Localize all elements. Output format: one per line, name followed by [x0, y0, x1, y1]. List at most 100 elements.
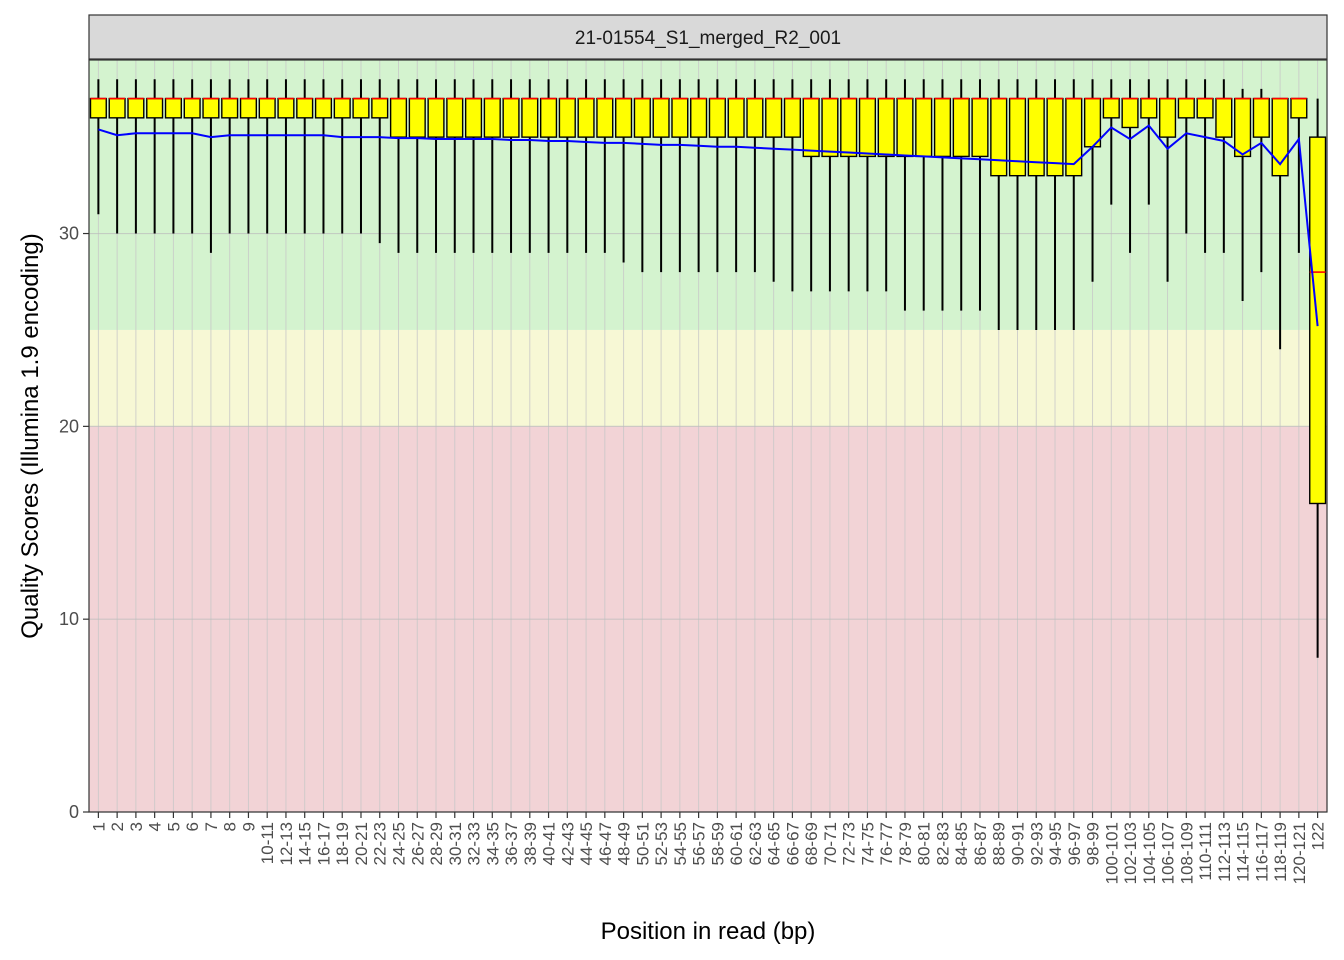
x-tick-label: 60-61	[727, 822, 746, 865]
quartile-box	[821, 97, 839, 158]
facet-title: 21-01554_S1_merged_R2_001	[575, 28, 841, 49]
quartile-box	[1215, 97, 1233, 138]
x-tick-label: 38-39	[521, 822, 540, 865]
x-tick-label: 68-69	[802, 822, 821, 865]
quartile-box	[990, 97, 1008, 177]
x-axis-title: Position in read (bp)	[601, 918, 816, 945]
x-tick-label: 3	[127, 822, 146, 831]
x-tick-label: 106-107	[1159, 822, 1178, 884]
x-tick-label: 40-41	[540, 822, 559, 865]
quartile-box	[258, 97, 276, 119]
x-tick-label: 26-27	[408, 822, 427, 865]
x-tick-label: 96-97	[1065, 822, 1084, 865]
x-tick-label: 58-59	[708, 822, 727, 865]
quartile-box	[221, 97, 239, 119]
quartile-box	[652, 97, 670, 138]
x-tick-label: 7	[202, 822, 221, 831]
quartile-box	[521, 97, 539, 138]
y-axis-ticks: 0 10 20 30	[59, 224, 89, 822]
x-tick-label: 5	[164, 822, 183, 831]
x-tick-label: 98-99	[1084, 822, 1103, 865]
quartile-box	[239, 97, 258, 119]
quartile-box	[371, 97, 389, 119]
quartile-box	[539, 97, 558, 138]
x-tick-label: 104-105	[1140, 822, 1159, 884]
quartile-box	[1158, 97, 1177, 138]
quartile-box	[127, 97, 145, 119]
x-tick-label: 86-87	[971, 822, 990, 865]
x-tick-label: 100-101	[1102, 822, 1121, 884]
quartile-box	[765, 97, 783, 138]
quartile-box	[1252, 97, 1270, 138]
quartile-box	[896, 97, 914, 158]
quartile-box	[89, 97, 107, 119]
x-tick-label: 28-29	[427, 822, 446, 865]
quartile-box	[389, 97, 408, 138]
x-tick-label: 16-17	[314, 822, 333, 865]
quartile-box	[615, 97, 633, 138]
x-tick-label: 18-19	[333, 822, 352, 865]
x-tick-label: 22-23	[371, 822, 390, 865]
x-tick-label: 10-11	[258, 822, 277, 864]
x-tick-label: 8	[221, 822, 240, 831]
x-tick-label: 78-79	[896, 822, 915, 865]
y-axis-title: Quality Scores (Illumina 1.9 encoding)	[17, 233, 44, 639]
x-tick-label: 92-93	[1027, 822, 1046, 865]
quartile-box	[464, 97, 483, 138]
x-tick-label: 90-91	[1009, 822, 1028, 865]
quartile-box	[1008, 97, 1027, 177]
quartile-box	[877, 97, 895, 158]
quartile-box	[202, 97, 220, 119]
quartile-box	[333, 97, 351, 119]
x-tick-label: 56-57	[690, 822, 709, 865]
quartile-box	[915, 97, 933, 158]
quartile-box	[690, 97, 708, 138]
quartile-box	[952, 97, 970, 158]
x-tick-label: 114-115	[1234, 822, 1253, 882]
quartile-box	[596, 97, 614, 138]
quartile-box	[408, 97, 426, 138]
quartile-box	[971, 97, 989, 158]
x-tick-label: 112-113	[1215, 822, 1234, 882]
y-tick-label: 30	[59, 224, 79, 244]
quality-bands	[89, 60, 1327, 812]
x-tick-label: 94-95	[1046, 822, 1065, 865]
quartile-box	[858, 97, 877, 158]
x-tick-label: 62-63	[746, 822, 765, 865]
x-tick-label: 74-75	[858, 822, 877, 865]
x-tick-label: 70-71	[821, 822, 840, 865]
x-tick-label: 64-65	[765, 822, 784, 865]
x-tick-label: 2	[108, 822, 127, 831]
x-tick-label: 82-83	[933, 822, 952, 865]
quartile-box	[446, 97, 464, 138]
x-tick-label: 14-15	[296, 822, 315, 865]
quartile-box	[577, 97, 595, 138]
x-tick-label: 9	[239, 822, 258, 831]
quartile-box	[1102, 97, 1120, 119]
x-tick-label: 66-67	[783, 822, 802, 865]
quartile-box	[296, 97, 314, 119]
x-tick-label: 20-21	[352, 822, 371, 865]
mean-quality-line	[98, 124, 1319, 327]
quartile-box	[108, 97, 126, 119]
quartile-box	[1234, 97, 1252, 158]
panel-border	[88, 59, 1328, 813]
quality-band-2	[89, 60, 1327, 330]
quartile-box	[146, 97, 164, 119]
quartile-box	[708, 97, 726, 138]
y-tick-label: 20	[59, 416, 79, 436]
facet-strip	[88, 14, 1328, 60]
x-tick-label: 118-119	[1271, 822, 1290, 882]
quartile-box	[840, 97, 858, 158]
median-marks	[90, 97, 1326, 273]
x-tick-label: 102-103	[1121, 822, 1140, 884]
quartile-box	[427, 97, 445, 138]
quartile-box	[314, 97, 333, 119]
quartile-box	[1083, 97, 1102, 148]
x-tick-label: 42-43	[558, 822, 577, 865]
quartile-box	[277, 97, 295, 119]
x-tick-label: 54-55	[671, 822, 690, 865]
x-tick-label: 48-49	[615, 822, 634, 865]
x-tick-label: 30-31	[446, 822, 465, 865]
